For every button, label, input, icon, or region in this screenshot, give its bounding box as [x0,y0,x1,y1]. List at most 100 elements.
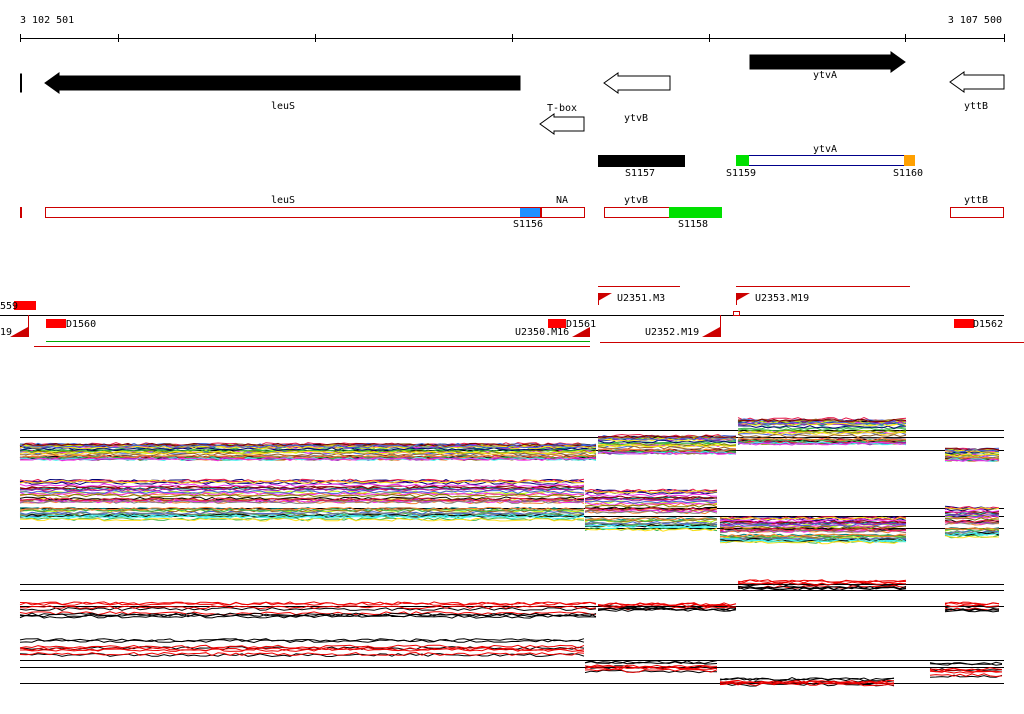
trace [19,511,585,516]
trace [737,584,907,589]
gene-label: yttB [964,101,988,112]
trace [19,479,585,484]
trace [584,665,718,670]
segment-label: S1156 [513,219,543,230]
box [20,73,22,93]
trace [19,611,597,616]
trace [944,601,1000,606]
segment-label: NA [556,195,568,206]
trace [944,527,1000,531]
transcript-label: U2351.M3 [617,293,665,304]
transcript-label: U2350.M16 [515,327,569,338]
flag [598,293,612,301]
trace [19,514,585,519]
segment-label: yttB [964,195,988,206]
trace [944,535,999,539]
trace [19,646,585,652]
trace [19,506,585,511]
trace [19,454,597,459]
box [733,311,740,316]
trace [19,493,585,498]
trace [19,605,597,610]
trace [944,508,1000,513]
trace [597,448,737,452]
box [669,207,722,218]
trace [584,500,718,504]
trace [19,490,585,495]
trace [19,450,597,455]
trace [737,438,907,443]
trace [719,516,907,521]
trace [19,499,585,504]
trace [719,527,907,532]
trace [19,644,585,649]
trace [584,660,718,665]
trace [19,638,585,643]
trace [737,420,907,425]
trace [737,579,907,584]
trace [719,525,907,530]
box [46,319,66,328]
trace [944,532,1000,536]
trace [737,431,907,436]
trace [584,493,718,497]
trace [19,449,597,454]
box [950,207,1004,218]
trace [719,538,907,543]
trace [19,478,585,483]
trace [584,518,718,523]
trace [19,517,585,522]
box [45,207,541,218]
trace [584,495,718,500]
trace [944,519,1000,523]
trace [737,418,907,423]
trace [584,497,718,502]
trace [597,436,737,441]
trace [584,507,718,512]
trace [19,490,585,495]
gene-arrow [539,113,585,135]
trace [719,680,895,685]
trace [19,601,597,606]
box [736,155,915,166]
trace [719,537,907,542]
trace [929,662,1003,666]
trace [929,673,1003,678]
trace [19,497,585,502]
trace [597,451,737,456]
ruler-end: 3 107 500 [948,15,1002,26]
trace [944,512,1000,517]
trace [737,586,907,591]
box [736,155,749,166]
trace [719,533,907,538]
trace [584,500,718,505]
gene-label: leuS [271,101,295,112]
trace [944,453,1000,458]
trace [737,437,907,442]
trace [19,614,597,619]
trace [944,517,1000,521]
trace [944,458,1000,462]
gene-arrow [603,72,671,94]
trace [944,449,1000,453]
gene-arrow [44,72,521,94]
trace [19,444,597,449]
trace [584,503,718,508]
trace [737,427,907,432]
trace [19,446,597,451]
trace [584,516,718,521]
gene-arrow [749,51,906,73]
gene-label: T-box [547,103,577,114]
trace [598,602,737,607]
box [541,207,585,218]
trace [597,441,737,446]
transcript-label: D1562 [973,319,1003,330]
trace [719,516,907,520]
trace [19,613,597,618]
trace [584,509,718,514]
box [20,207,22,218]
trace [944,609,1000,613]
gene-label: ytvB [624,113,648,124]
trace [944,515,1000,520]
trace [737,425,907,429]
